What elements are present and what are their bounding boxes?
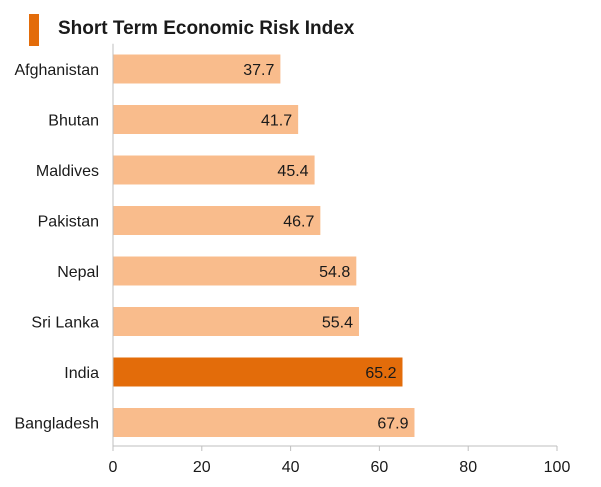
value-labels-group: 37.7 41.7 45.4 46.7 54.8 55.4 65.2 67.9 [243,62,408,433]
x-tick-label-0: 0 [109,459,118,476]
category-label-bhutan: Bhutan [48,113,99,130]
value-label-bangladesh: 67.9 [377,416,408,433]
bar-afghanistan [113,54,281,84]
category-label-maldives: Maldives [36,163,99,180]
bar-pakistan [113,206,321,235]
x-tick-label-20: 20 [193,459,211,476]
value-label-bhutan: 41.7 [261,113,292,130]
bar-sri-lanka [113,307,359,336]
x-axis: 0 20 40 60 80 100 [109,43,571,476]
category-label-pakistan: Pakistan [38,214,99,231]
bar-maldives [113,155,315,185]
value-label-india: 65.2 [365,365,396,382]
category-label-bangladesh: Bangladesh [14,416,99,433]
title-marker [29,14,39,46]
x-tick-label-80: 80 [459,459,477,476]
bar-bangladesh [113,408,415,437]
bar-bhutan [113,105,299,134]
x-tick-label-100: 100 [544,459,571,476]
bars-group [113,54,415,437]
bar-nepal [113,256,357,286]
value-label-afghanistan: 37.7 [243,62,274,79]
category-label-india: India [64,365,99,382]
value-label-nepal: 54.8 [319,264,350,281]
category-labels-group: Afghanistan Bhutan Maldives Pakistan Nepal Sr… [14,62,99,433]
category-label-sri-lanka: Sri Lanka [31,315,99,332]
chart-title: Short Term Economic Risk Index [58,18,355,39]
bar-india [113,357,403,387]
value-label-sri-lanka: 55.4 [322,315,353,332]
category-label-afghanistan: Afghanistan [14,62,99,79]
x-tick-label-60: 60 [371,459,389,476]
value-label-maldives: 45.4 [277,163,308,180]
value-label-pakistan: 46.7 [283,214,314,231]
x-tick-label-40: 40 [282,459,300,476]
category-label-nepal: Nepal [57,264,99,281]
